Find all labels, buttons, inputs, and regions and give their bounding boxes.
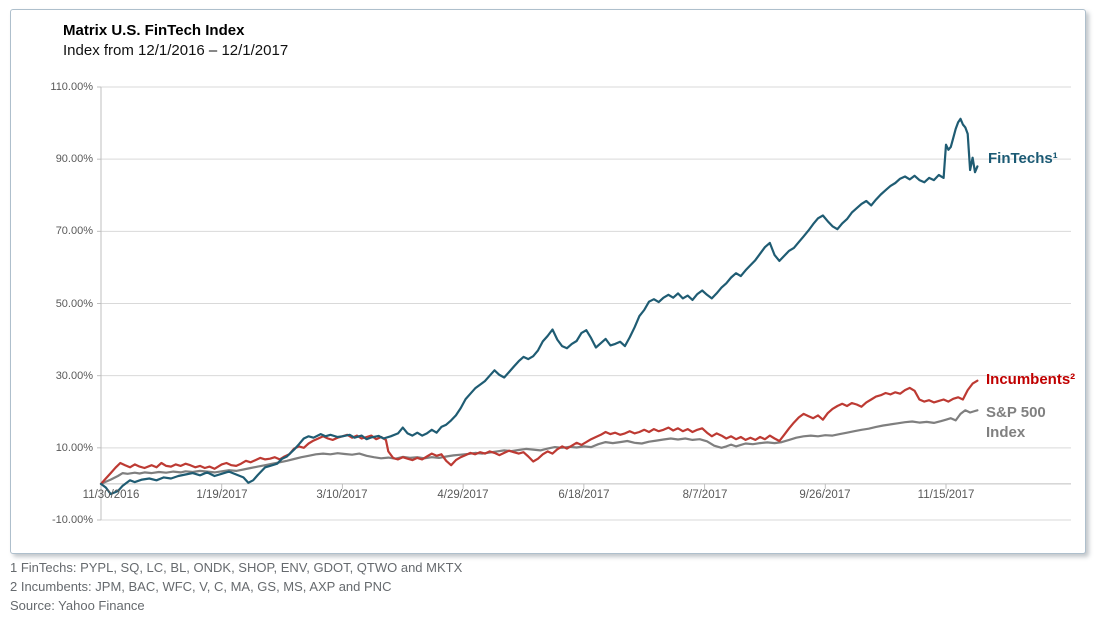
series-line-s-p-500-index (99, 409, 979, 485)
footnote-fintechs: 1 FinTechs: PYPL, SQ, LC, BL, ONDK, SHOP… (10, 560, 463, 575)
y-tick-label: 50.00% (55, 298, 93, 310)
x-tick-label: 11/15/2017 (917, 489, 975, 501)
footnotes: 1 FinTechs: PYPL, SQ, LC, BL, ONDK, SHOP… (10, 558, 462, 615)
line-chart-plot (97, 86, 1071, 521)
series-line-fintechs- (99, 117, 979, 496)
y-tick-label: 30.00% (55, 370, 93, 382)
x-tick-label: 9/26/2017 (799, 489, 851, 501)
y-tick-label: 110.00% (50, 81, 93, 93)
x-tick-label: 1/19/2017 (196, 489, 248, 501)
x-tick-label: 6/18/2017 (558, 489, 610, 501)
y-tick-label: 10.00% (55, 442, 93, 454)
series-line-incumbents- (99, 379, 979, 485)
y-tick-label: -10.00% (52, 514, 93, 526)
chart-title: Matrix U.S. FinTech Index (63, 22, 245, 39)
series-label-incumbents: Incumbents² (986, 371, 1076, 388)
x-tick-label: 8/7/2017 (682, 489, 728, 501)
y-tick-label: 90.00% (55, 153, 93, 165)
footnote-incumbents: 2 Incumbents: JPM, BAC, WFC, V, C, MA, G… (10, 579, 392, 594)
x-tick-label: 11/30/2016 (82, 489, 140, 501)
series-label-sp500: S&P 500 Index (986, 404, 1046, 441)
footnote-source: Source: Yahoo Finance (10, 598, 145, 613)
chart-card: Matrix U.S. FinTech Index Index from 12/… (10, 9, 1086, 554)
y-tick-label: 70.00% (55, 225, 93, 237)
x-tick-label: 4/29/2017 (437, 489, 489, 501)
chart-subtitle: Index from 12/1/2016 – 12/1/2017 (63, 42, 289, 59)
x-tick-label: 3/10/2017 (316, 489, 368, 501)
series-label-fintechs: FinTechs¹ (988, 150, 1058, 167)
